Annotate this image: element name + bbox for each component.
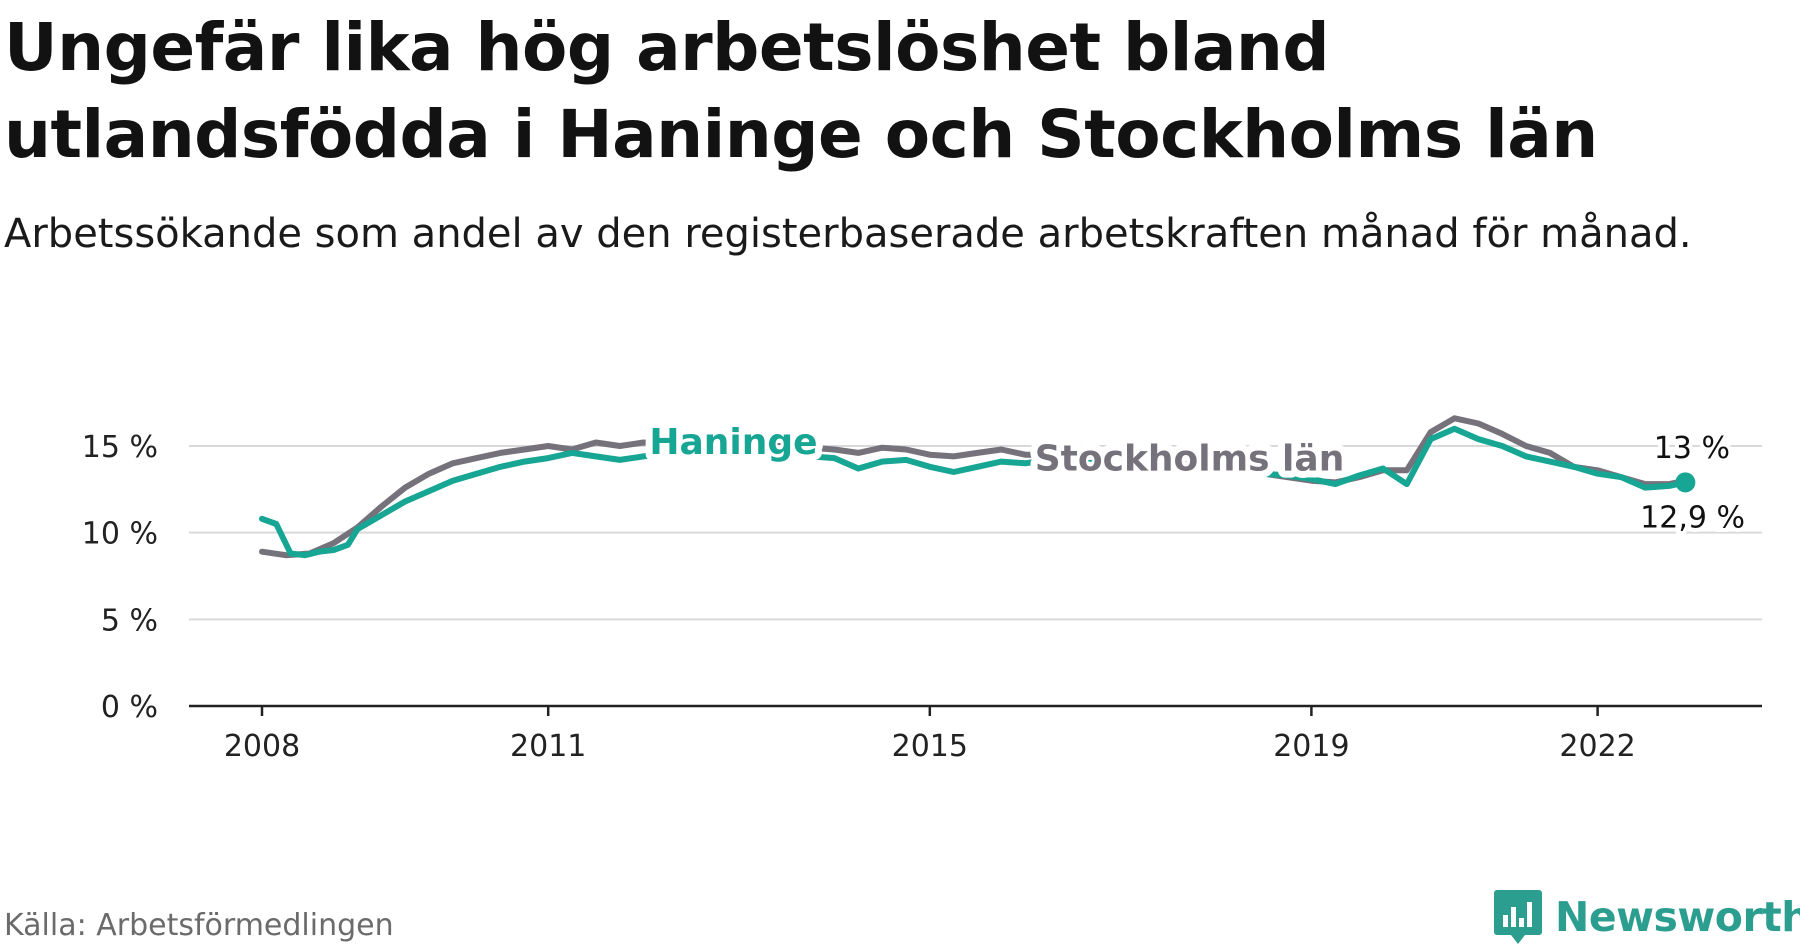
source-note: Källa: Arbetsförmedlingen xyxy=(4,908,394,943)
x-tick-label: 2015 xyxy=(892,729,968,764)
brand-logo: Newsworthy xyxy=(1493,888,1800,946)
series-label-haninge: Haninge xyxy=(649,422,817,463)
y-axis-ticks: 0 % 5 % 10 % 15 % xyxy=(82,430,158,725)
grid-lines xyxy=(189,445,1762,621)
series-labels: Haninge Stockholms län 13 % 12,9 % xyxy=(642,415,1749,539)
y-tick-label: 15 % xyxy=(82,430,158,465)
end-point-haninge xyxy=(1675,472,1696,493)
newsworthy-logo-icon xyxy=(1494,890,1542,944)
y-tick-label: 0 % xyxy=(101,690,158,725)
chart-title: Ungefär lika hög arbetslöshet bland utla… xyxy=(4,9,1598,173)
x-tick-label: 2011 xyxy=(510,729,586,764)
y-tick-label: 5 % xyxy=(101,603,158,638)
x-tick-label: 2022 xyxy=(1559,729,1635,764)
y-tick-label: 10 % xyxy=(82,517,158,552)
series-label-stockholms-lan: Stockholms län xyxy=(1035,439,1345,480)
brand-name: Newsworthy xyxy=(1555,893,1800,941)
x-tick-label: 2008 xyxy=(224,729,300,764)
series-line-stockholms-l-n xyxy=(259,415,1689,559)
x-tick-label: 2019 xyxy=(1273,729,1349,764)
end-value-label-stockholms-lan: 12,9 % xyxy=(1640,500,1745,535)
series-lines xyxy=(259,415,1696,559)
series-line-haninge xyxy=(259,425,1689,559)
end-value-label-haninge: 13 % xyxy=(1654,431,1730,466)
chart-subtitle: Arbetssökande som andel av den registerb… xyxy=(4,211,1692,257)
x-axis: 2008 2011 2015 2019 2022 xyxy=(189,704,1762,764)
